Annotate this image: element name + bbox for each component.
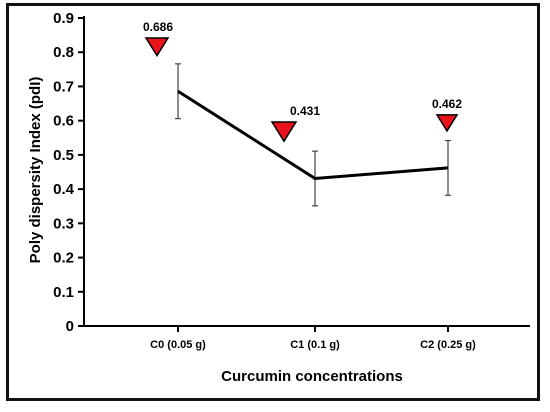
y-tick-label: 0.2: [53, 250, 74, 267]
data-label: 0.462: [432, 97, 462, 111]
x-tick-label: C0 (0.05 g): [150, 339, 206, 351]
y-axis-title: Poly dispersity Index (pdI): [27, 77, 44, 264]
value-marker: [270, 121, 298, 143]
y-axis-ticks: 0 0.1 0.2 0.3 0.4 0.5 0.6 0.7 0.8 0.9: [53, 10, 84, 335]
y-tick-label: 0.1: [53, 284, 74, 301]
x-axis-ticks: C0 (0.05 g) C1 (0.1 g) C2 (0.25 g): [150, 326, 476, 351]
y-tick-label: 0.4: [53, 181, 75, 198]
y-tick-label: 0.3: [53, 215, 74, 232]
data-labels: 0.686 0.431 0.462: [143, 20, 462, 118]
value-marker: [435, 114, 459, 133]
series-line: [177, 89, 449, 181]
figure-frame: [6, 3, 540, 401]
y-tick-label: 0: [66, 318, 74, 335]
value-marker: [144, 37, 170, 58]
y-tick-label: 0.9: [53, 10, 74, 27]
y-tick-label: 0.7: [53, 78, 74, 95]
y-tick-label: 0.6: [53, 113, 74, 130]
x-axis-title: Curcumin concentrations: [221, 368, 403, 385]
value-markers: [144, 37, 459, 143]
y-tick-label: 0.8: [53, 44, 74, 61]
data-label: 0.686: [143, 20, 173, 34]
y-tick-label: 0.5: [53, 147, 74, 164]
x-tick-label: C1 (0.1 g): [290, 339, 340, 351]
error-bars: [175, 63, 451, 207]
data-label: 0.431: [290, 104, 320, 118]
x-tick-label: C2 (0.25 g): [420, 339, 476, 351]
